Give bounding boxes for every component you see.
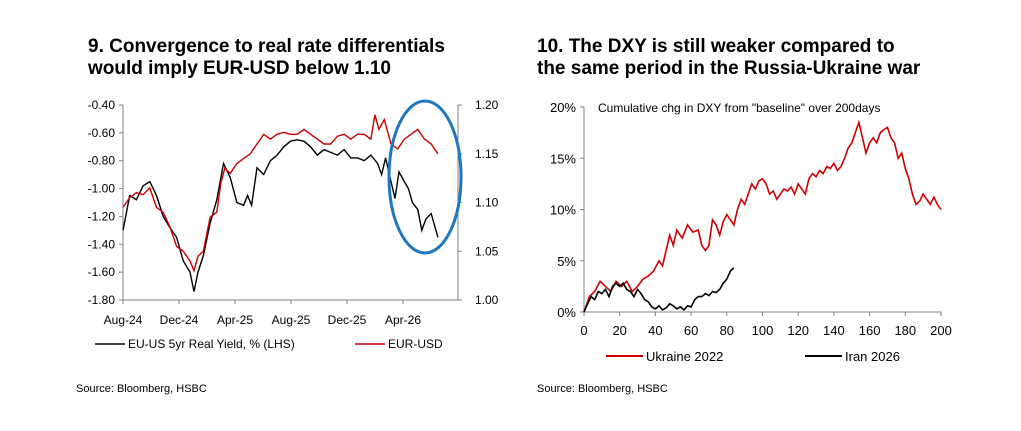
x-tick-label: Dec-24 [160,313,199,327]
legend-label-eurusd: EUR-USD [388,337,443,351]
chart9-source: Source: Bloomberg, HSBC [76,383,207,395]
y-left-tick-label: -1.80 [88,293,116,307]
series-line-iran-2026 [583,267,735,313]
y-right-tick-label: 1.05 [475,244,499,258]
x-tick-label: Aug-25 [272,313,311,327]
x-tick-label: 100 [752,323,774,338]
chart10-title-line1: 10. The DXY is still weaker compared to [537,36,895,57]
series-line-eurusd [122,114,439,273]
y-left-tick-label: -1.40 [88,237,116,251]
y-left-tick-label: -0.40 [88,98,116,112]
y-left-tick-label: -1.00 [88,182,116,196]
x-tick-label: 140 [823,323,845,338]
chart9-plot: -0.40 -0.60 -0.80 -1.00 -1.20 -1.40 -1.60 -1.80… [88,98,499,351]
x-tick-label: 20 [612,323,626,338]
y-tick-label: 5% [557,254,576,269]
x-tick-label: 180 [894,323,916,338]
chart9-title-line1: 9. Convergence to real rate differential… [88,36,445,57]
chart10-title: 10. The DXY is still weaker compared to … [537,36,1007,80]
x-tick-label: 40 [648,323,662,338]
y-right-tick-label: 1.00 [475,293,499,307]
chart10-plot: 20% 15% 10% 5% 0% 0 20 40 60 80 100 120 140 160 180 200… [550,100,952,364]
legend-label-ukraine: Ukraine 2022 [646,349,723,364]
y-tick-label: 10% [550,203,576,218]
highlight-ellipse [387,99,463,255]
x-tick-label: 60 [684,323,698,338]
chart10-annotation: Cumulative chg in DXY from "baseline" ov… [598,101,880,115]
y-tick-label: 20% [550,100,576,115]
chart10-source: Source: Bloomberg, HSBC [537,383,668,395]
x-tick-label: Apr-25 [217,313,253,327]
y-left-tick-label: -0.80 [88,154,116,168]
x-tick-label: Aug-24 [104,313,143,327]
x-tick-label: 120 [787,323,809,338]
x-tick-label: Apr-26 [385,313,421,327]
chart9-title-line2: would imply EUR-USD below 1.10 [88,58,391,79]
y-tick-label: 15% [550,151,576,166]
x-tick-label: Dec-25 [328,313,367,327]
legend-label-real-yield: EU-US 5yr Real Yield, % (LHS) [128,337,295,351]
x-tick-label: 80 [720,323,734,338]
y-left-tick-label: -1.60 [88,265,116,279]
y-tick-label: 0% [557,305,576,320]
series-line-real-yield [122,139,439,292]
x-tick-label: 0 [580,323,587,338]
x-tick-label: 160 [859,323,881,338]
chart10-title-line2: the same period in the Russia-Ukraine wa… [537,58,921,79]
y-right-tick-label: 1.10 [475,196,499,210]
y-left-tick-label: -0.60 [88,126,116,140]
legend-label-iran: Iran 2026 [845,349,900,364]
y-right-tick-label: 1.15 [475,147,499,161]
y-left-tick-label: -1.20 [88,209,116,223]
chart9-title: 9. Convergence to real rate differential… [88,36,508,80]
y-right-tick-label: 1.20 [475,98,499,112]
x-tick-label: 200 [930,323,952,338]
series-line-ukraine-2022 [583,119,942,313]
